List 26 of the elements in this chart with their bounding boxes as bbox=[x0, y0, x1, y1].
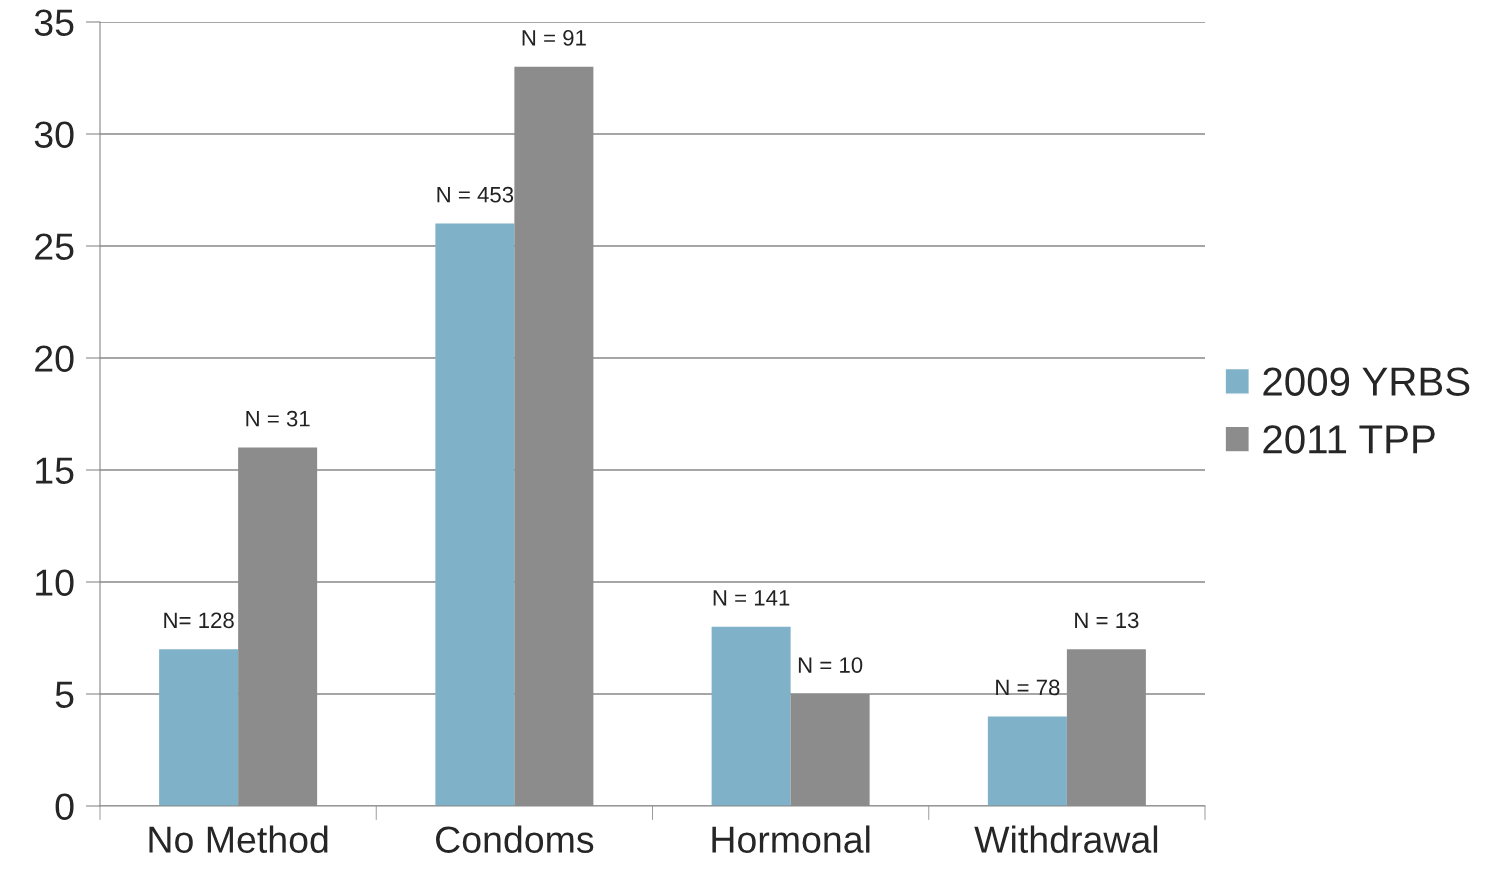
annotation: N = 10 bbox=[798, 657, 863, 673]
annotation: N = 31 bbox=[246, 410, 310, 427]
legend-label: 2011 TPP bbox=[1263, 425, 1435, 454]
annotation: N= 128 bbox=[164, 612, 234, 629]
legend-label: 2009 YRBS bbox=[1263, 367, 1470, 396]
y-tick-label: 30 bbox=[34, 121, 74, 148]
x-tick-label: Hormonal bbox=[712, 825, 870, 853]
y-tick-label: 5 bbox=[55, 681, 74, 708]
annotation: N = 13 bbox=[1075, 612, 1139, 629]
y-tick-label: 15 bbox=[36, 457, 74, 484]
bar bbox=[711, 626, 791, 806]
annotation: N = 91 bbox=[522, 30, 586, 46]
bar bbox=[987, 716, 1067, 806]
y-tick-label: 0 bbox=[55, 793, 74, 820]
x-tick-label: Withdrawal bbox=[974, 825, 1158, 853]
y-tick-label: 20 bbox=[35, 345, 74, 372]
annotation: N = 141 bbox=[713, 590, 790, 606]
annotation: N = 453 bbox=[437, 186, 514, 203]
y-tick-label: 10 bbox=[36, 569, 74, 596]
annotation: N = 78 bbox=[996, 679, 1060, 696]
y-tick-label: 35 bbox=[34, 9, 74, 36]
x-tick-label: Condoms bbox=[436, 825, 594, 853]
x-tick-label: No Method bbox=[149, 825, 328, 853]
bar bbox=[435, 223, 515, 806]
bar bbox=[159, 649, 239, 806]
y-tick-label: 25 bbox=[35, 233, 74, 260]
